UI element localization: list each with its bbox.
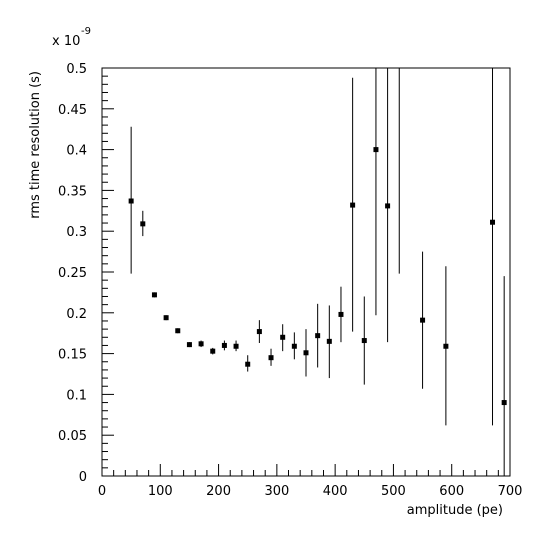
data-point: [501, 400, 507, 406]
data-point: [361, 338, 367, 344]
y-tick-label: 0.5: [66, 62, 87, 77]
x-axis-title: amplitude (pe): [407, 503, 503, 518]
x-tick-label: 700: [498, 484, 523, 499]
x-tick-label: 400: [323, 484, 348, 499]
data-point: [420, 317, 426, 323]
data-point: [303, 350, 309, 356]
data-points-group: [128, 68, 507, 476]
data-point: [186, 342, 192, 348]
x-tick-label: 100: [148, 484, 173, 499]
data-point: [256, 329, 262, 335]
y-tick-label: 0.4: [66, 144, 87, 159]
data-point: [233, 343, 239, 349]
data-point: [245, 361, 251, 367]
axes-group: 0 100 200 300 400 500 600 700 0 0.05 0.1 0.15 0.2 0.2…: [58, 62, 522, 499]
data-point: [175, 328, 181, 334]
y-tick-label: 0.45: [58, 103, 87, 118]
y-tick-label: 0: [79, 470, 87, 485]
data-point: [385, 203, 391, 209]
y-exponent-power: -9: [81, 26, 91, 37]
data-point: [221, 342, 227, 348]
y-tick-label: 0.05: [58, 429, 87, 444]
y-tick-label: 0.3: [66, 225, 87, 240]
y-axis-title: rms time resolution (s): [28, 71, 43, 219]
y-tick-label: 0.15: [58, 348, 87, 363]
y-tick-label: 0.25: [58, 266, 87, 281]
data-point: [151, 292, 157, 298]
data-point: [315, 333, 321, 339]
data-point: [373, 147, 379, 153]
data-point: [490, 219, 496, 225]
data-point: [140, 221, 146, 227]
x-tick-label: 0: [98, 484, 106, 499]
data-point: [163, 315, 169, 321]
data-point: [128, 198, 134, 204]
y-exponent-label: x 10: [52, 34, 80, 49]
data-point: [326, 338, 332, 344]
y-tick-label: 0.2: [66, 307, 87, 322]
data-point: [338, 311, 344, 317]
data-point: [350, 202, 356, 208]
data-point: [291, 343, 297, 349]
data-point: [443, 343, 449, 349]
x-tick-label: 600: [439, 484, 464, 499]
y-tick-label: 0.35: [58, 184, 87, 199]
data-point: [268, 355, 274, 361]
data-point: [280, 334, 286, 340]
x-tick-label: 500: [381, 484, 406, 499]
data-point: [198, 341, 204, 347]
x-tick-label: 200: [206, 484, 231, 499]
data-point: [210, 348, 216, 354]
y-tick-label: 0.1: [66, 388, 87, 403]
x-tick-label: 300: [264, 484, 289, 499]
